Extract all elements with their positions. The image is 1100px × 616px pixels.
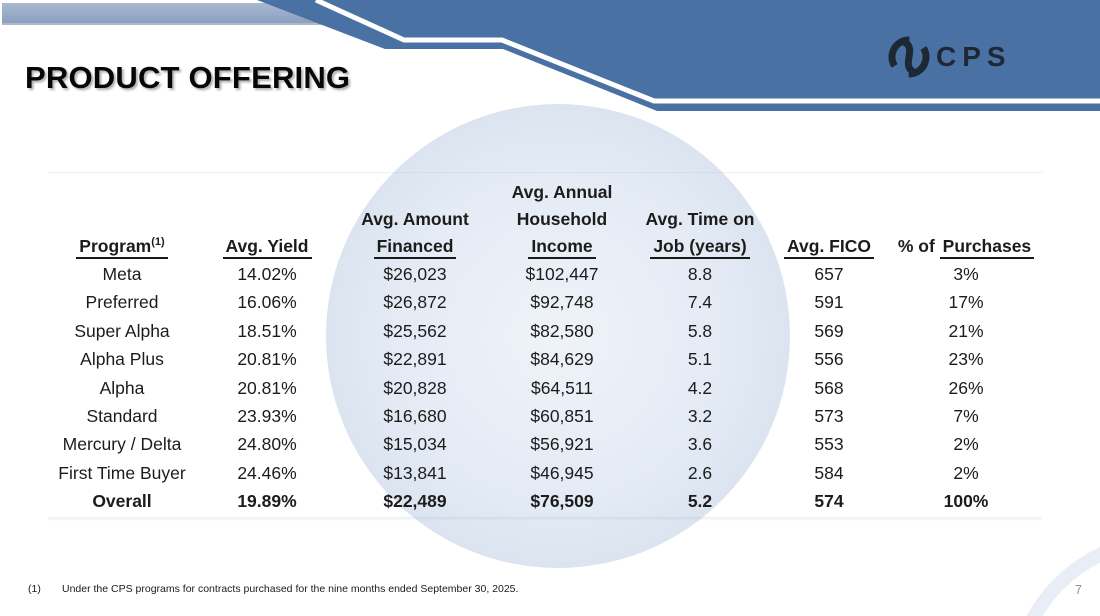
cell-financed: $13,841: [383, 462, 447, 483]
cell-yield: 18.51%: [237, 320, 297, 341]
cell-fico: 573: [814, 405, 844, 426]
col-header-financed: Avg. Amount Financed: [338, 206, 492, 260]
cell-yield: 16.06%: [237, 292, 297, 313]
cell-fico: 657: [814, 264, 844, 284]
cell-income: $82,580: [530, 320, 594, 341]
cell-fico: 553: [814, 434, 844, 455]
table-row: Mercury / Delta 24.80% $15,034 $56,921 3…: [48, 430, 1042, 458]
cell-job: 5.1: [687, 349, 713, 370]
table-row: Alpha Plus 20.81% $22,891 $84,629 5.1 55…: [48, 345, 1042, 373]
col-header-income: Avg. Annual Household Income: [492, 179, 632, 260]
cell-fico: 574: [814, 491, 844, 512]
logo-text: CPS: [936, 41, 1012, 72]
table-row: Meta 14.02% $26,023 $102,447 8.8 657 3%: [48, 260, 1042, 288]
cell-program: Mercury / Delta: [62, 434, 182, 455]
cell-purchases: 7%: [953, 405, 979, 426]
cell-fico: 569: [814, 320, 844, 341]
cell-financed: $22,891: [383, 349, 447, 370]
cell-purchases: 23%: [948, 349, 984, 370]
cell-program: First Time Buyer: [58, 462, 186, 483]
cell-yield: 24.46%: [237, 462, 297, 483]
cps-swirl-icon: [888, 36, 930, 78]
cell-income: $92,748: [530, 292, 594, 313]
table-top-border: [48, 172, 1042, 173]
cell-job: 5.8: [687, 320, 713, 341]
cell-purchases: 2%: [953, 462, 979, 483]
table-bottom-shade: [48, 517, 1042, 521]
cps-logo: CPS: [884, 30, 1012, 84]
footnote-marker: (1): [28, 583, 41, 595]
table-row: Standard 23.93% $16,680 $60,851 3.2 573 …: [48, 402, 1042, 430]
product-table: Program(1) Avg. Yield Avg. Amount Financ…: [48, 176, 1042, 516]
cell-financed: $15,034: [383, 434, 447, 455]
banner-dark-swoosh: [257, 0, 1100, 111]
cell-job: 8.8: [687, 264, 713, 284]
table-row-overall: Overall 19.89% $22,489 $76,509 5.2 574 1…: [48, 487, 1042, 515]
col-header-job: Avg. Time on Job (years): [632, 206, 768, 260]
cell-purchases: 2%: [953, 434, 979, 455]
cell-yield: 19.89%: [237, 491, 297, 512]
col-header-program: Program(1): [48, 229, 196, 260]
cell-income: $102,447: [525, 264, 599, 284]
cell-purchases: 17%: [948, 292, 984, 313]
page-number: 7: [1075, 583, 1082, 597]
cell-job: 7.4: [687, 292, 713, 313]
cell-purchases: 3%: [953, 264, 979, 284]
cell-fico: 556: [814, 349, 844, 370]
cell-fico: 568: [814, 377, 844, 398]
cell-fico: 584: [814, 462, 844, 483]
cell-job: 3.2: [687, 405, 713, 426]
cell-yield: 14.02%: [237, 264, 297, 284]
cell-program: Overall: [92, 491, 152, 512]
banner-stripe: [314, 0, 1100, 104]
col-header-fico: Avg. FICO: [768, 233, 890, 260]
cell-job: 5.2: [687, 491, 713, 512]
cell-yield: 23.93%: [237, 405, 297, 426]
cell-income: $60,851: [530, 405, 594, 426]
cell-program: Preferred: [85, 292, 159, 313]
cell-yield: 20.81%: [237, 377, 297, 398]
page-title: PRODUCT OFFERING: [25, 60, 351, 95]
cell-purchases: 26%: [948, 377, 984, 398]
cell-job: 3.6: [687, 434, 713, 455]
cell-financed: $16,680: [383, 405, 447, 426]
cell-purchases: 21%: [948, 320, 984, 341]
cell-income: $56,921: [530, 434, 594, 455]
col-header-yield: Avg. Yield: [196, 233, 338, 260]
cell-income: $46,945: [530, 462, 594, 483]
cell-financed: $26,872: [383, 292, 447, 313]
table-row: Preferred 16.06% $26,872 $92,748 7.4 591…: [48, 288, 1042, 316]
cell-financed: $25,562: [383, 320, 447, 341]
cell-yield: 20.81%: [237, 349, 297, 370]
cell-fico: 591: [814, 292, 844, 313]
cell-financed: $20,828: [383, 377, 447, 398]
cell-income: $64,511: [531, 377, 593, 398]
footnote: (1) Under the CPS programs for contracts …: [28, 583, 518, 595]
table-row: Alpha 20.81% $20,828 $64,511 4.2 568 26%: [48, 374, 1042, 402]
cell-financed: $22,489: [383, 491, 447, 512]
cell-program: Standard: [86, 405, 158, 426]
table-header-row: Program(1) Avg. Yield Avg. Amount Financ…: [48, 176, 1042, 260]
corner-arc-decoration: [1026, 547, 1100, 616]
footnote-text: Under the CPS programs for contracts pur…: [62, 583, 519, 595]
cell-program: Super Alpha: [74, 320, 170, 341]
cell-program: Meta: [102, 264, 142, 284]
watermark-circle: [326, 104, 790, 568]
col-header-purchases: % of Purchases: [890, 233, 1042, 260]
cell-purchases: 100%: [943, 491, 989, 512]
cell-yield: 24.80%: [237, 434, 297, 455]
cell-financed: $26,023: [383, 264, 447, 284]
cell-income: $84,629: [530, 349, 594, 370]
cell-program: Alpha: [99, 377, 145, 398]
table-row: Super Alpha 18.51% $25,562 $82,580 5.8 5…: [48, 317, 1042, 345]
cell-program: Alpha Plus: [80, 349, 164, 370]
table-row: First Time Buyer 24.46% $13,841 $46,945 …: [48, 459, 1042, 487]
cell-job: 4.2: [687, 377, 713, 398]
cell-income: $76,509: [530, 491, 594, 512]
cell-job: 2.6: [687, 462, 713, 483]
